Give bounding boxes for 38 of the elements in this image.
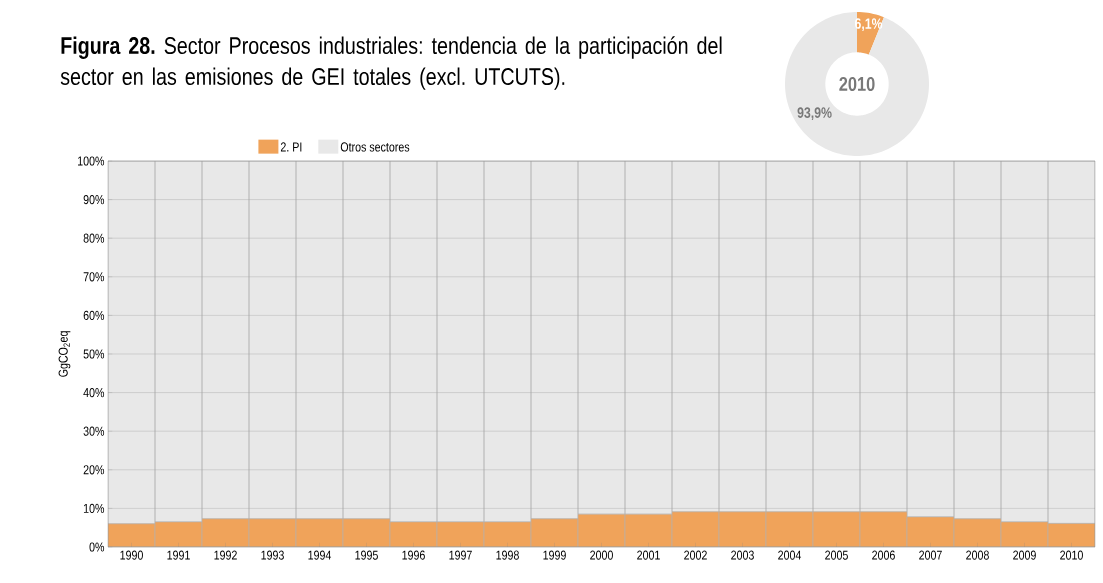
y-tick-label: 10%: [83, 503, 105, 513]
x-tick-label: 1991: [167, 550, 190, 560]
x-tick-label: 1995: [355, 550, 378, 560]
legend-label: 2. PI: [280, 142, 302, 152]
x-tick-label: 2006: [872, 550, 895, 560]
y-tick-label: 70%: [83, 272, 105, 282]
x-tick-label: 1997: [449, 550, 472, 560]
x-tick-label: 2004: [778, 550, 802, 560]
x-tick-label: 1999: [543, 550, 566, 560]
y-tick-label: 50%: [83, 349, 105, 359]
x-tick-label: 2000: [590, 550, 613, 560]
x-tick-label: 2010: [1060, 550, 1083, 560]
y-tick-label: 20%: [83, 465, 105, 475]
y-tick-label: 80%: [83, 233, 105, 243]
chart-title: Figura 28. Sector Procesos industriales: tendencia de la participación del sector en las emisiones de GEI totales (excl. UTCUTS).: [60, 36, 722, 90]
legend-label: Otros sectores: [340, 142, 410, 152]
y-tick-label: 0%: [89, 542, 105, 552]
x-tick-label: 1996: [402, 550, 425, 560]
x-tick-label: 1994: [308, 550, 332, 560]
x-tick-label: 1990: [120, 550, 143, 560]
x-tick-label: 1993: [261, 550, 284, 560]
x-tick-label: 1998: [496, 550, 519, 560]
x-tick-label: 2008: [966, 550, 989, 560]
y-tick-label: 60%: [83, 310, 105, 320]
data-label: 93,9%: [797, 107, 832, 121]
y-tick-label: 40%: [83, 387, 105, 398]
x-tick-label: 2002: [684, 550, 707, 560]
x-tick-label: 2007: [919, 550, 942, 560]
y-tick-label: 100%: [78, 156, 105, 166]
y-tick-label: 90%: [83, 194, 105, 205]
y-axis-title: GgCO$_{2}$eq: [58, 331, 71, 377]
x-tick-label: 1992: [214, 550, 237, 560]
text: 2010: [839, 76, 875, 92]
x-tick-label: 2005: [825, 550, 848, 560]
x-tick-label: 2003: [731, 550, 754, 560]
y-tick-label: 30%: [83, 426, 105, 436]
x-tick-label: 2001: [637, 550, 660, 560]
x-tick-label: 2009: [1013, 550, 1036, 560]
